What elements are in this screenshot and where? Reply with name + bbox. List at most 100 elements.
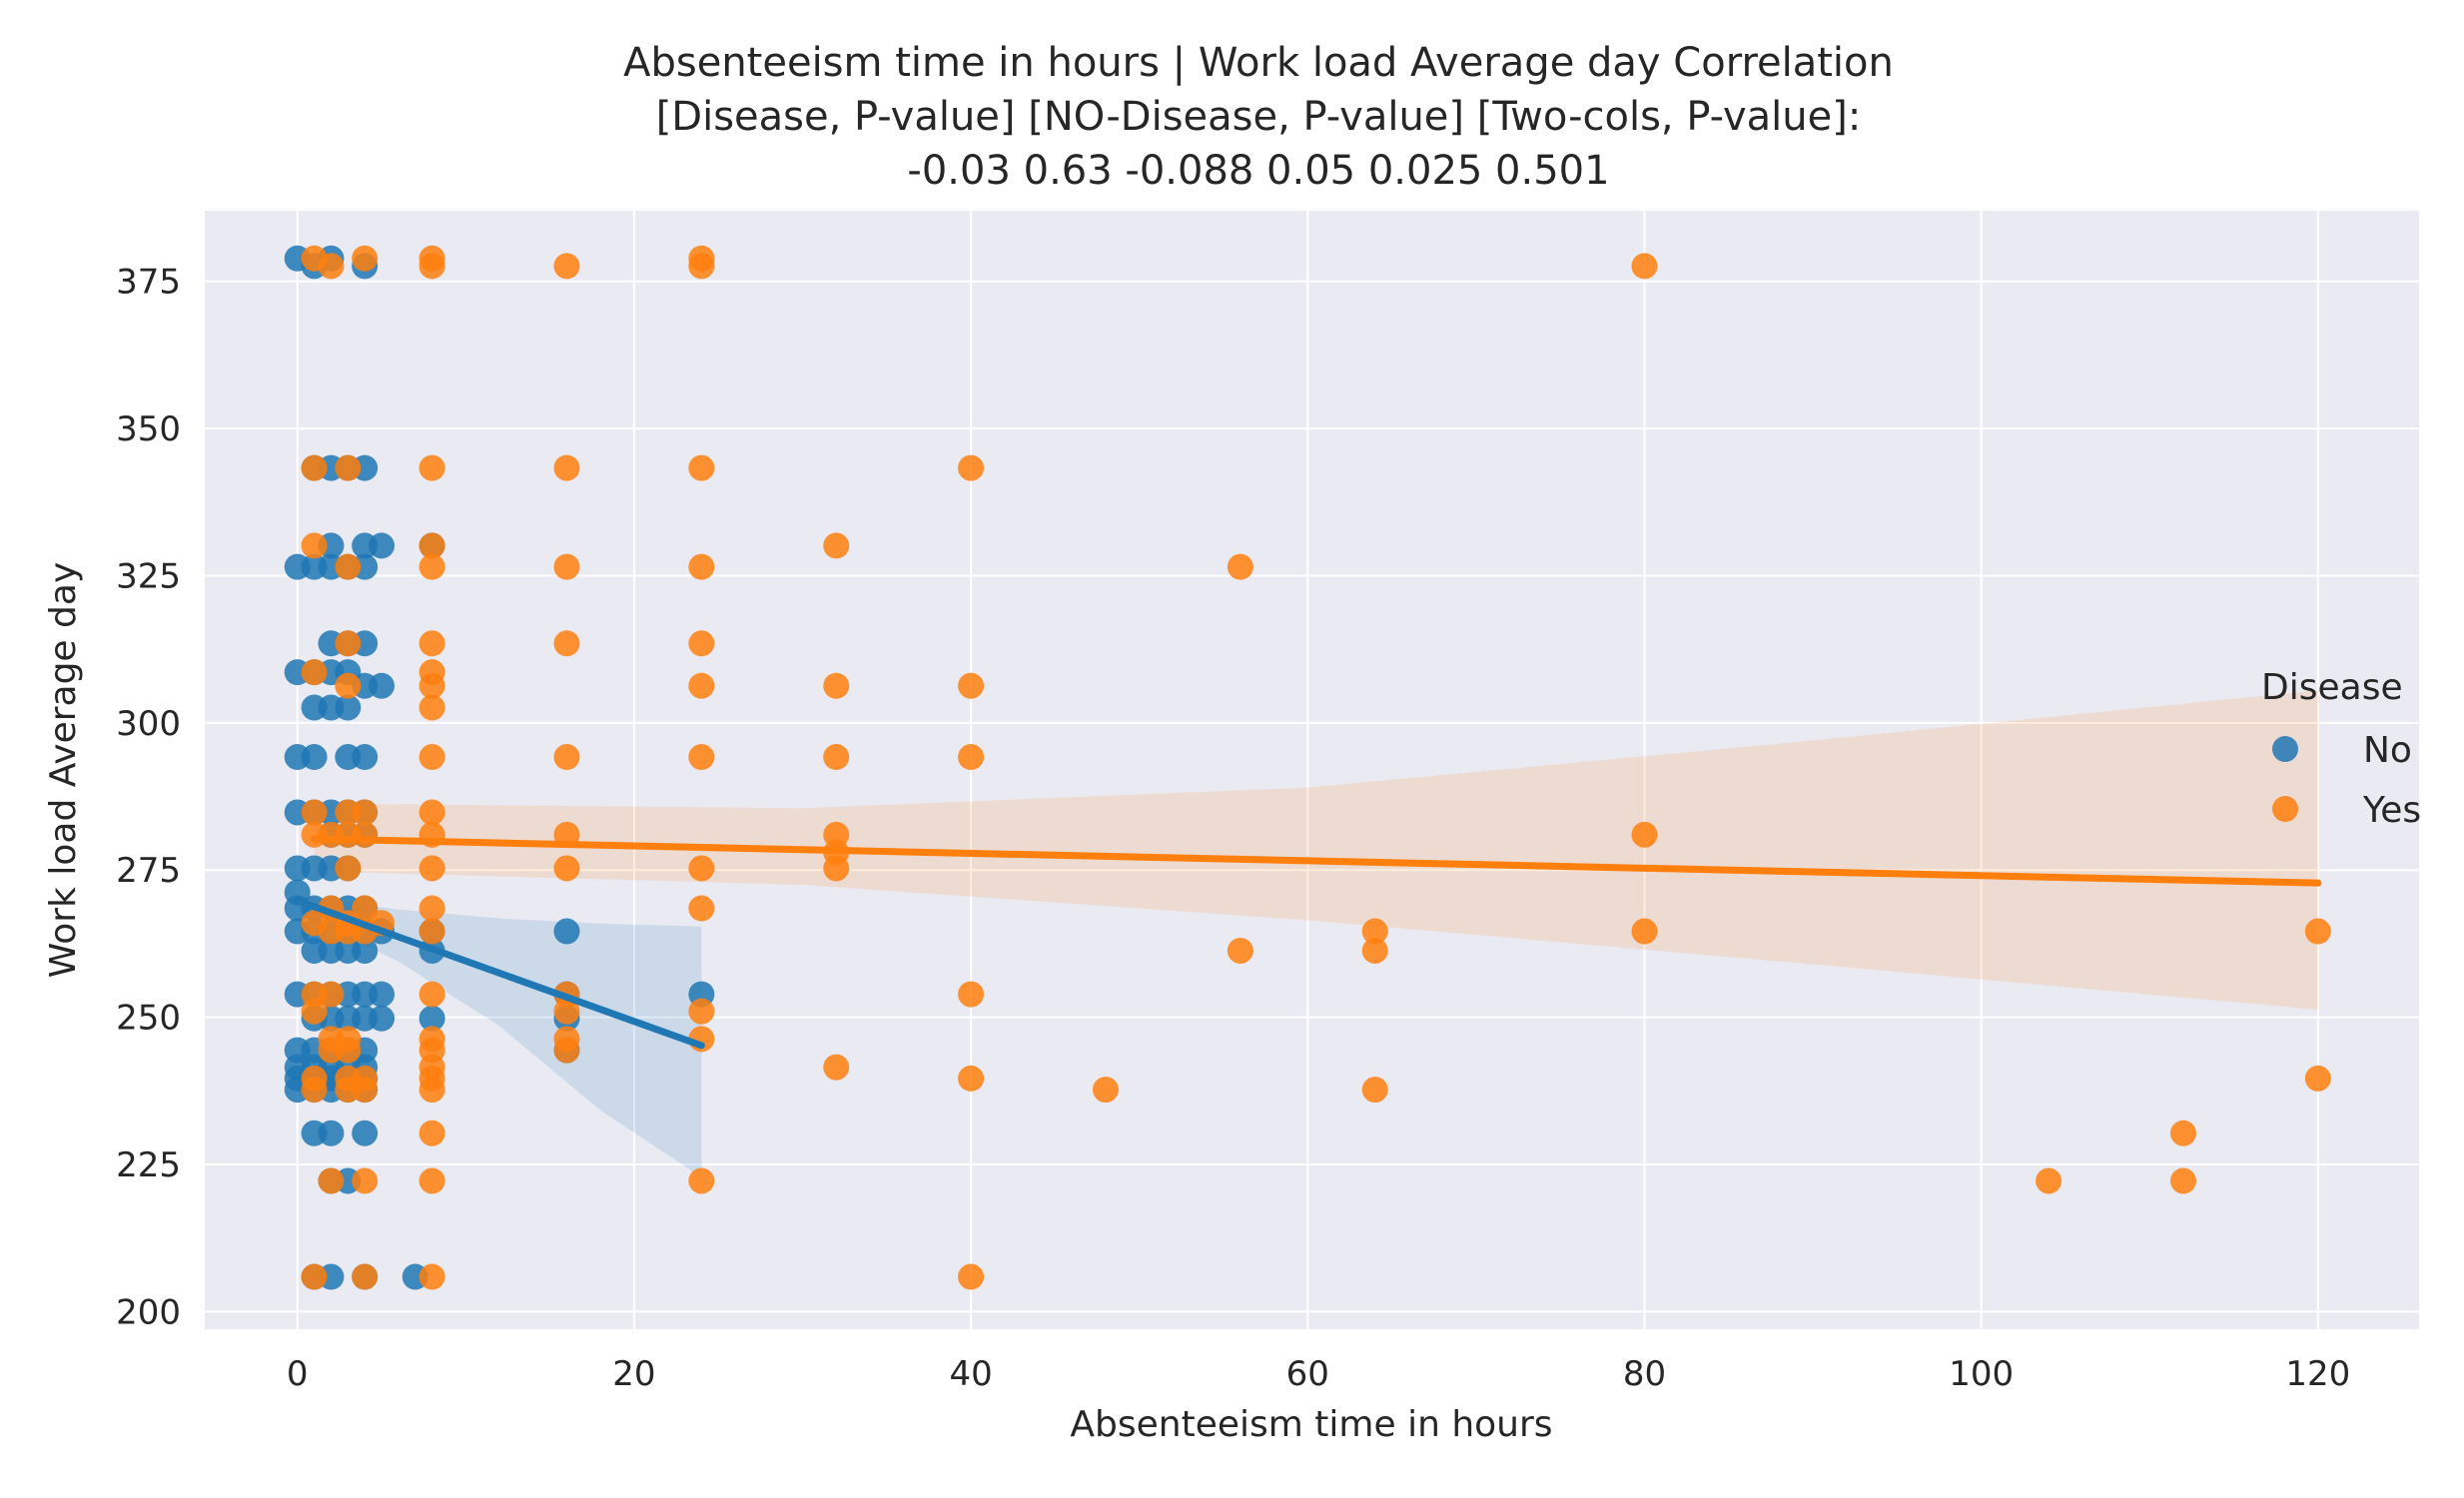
plot-area bbox=[205, 211, 2419, 1329]
data-point bbox=[318, 1120, 345, 1146]
data-point bbox=[553, 744, 580, 771]
y-tick-label: 225 bbox=[116, 1145, 181, 1185]
data-point bbox=[823, 672, 850, 699]
x-tick-label: 100 bbox=[1949, 1354, 2014, 1394]
data-point bbox=[369, 1005, 396, 1032]
data-point bbox=[418, 855, 445, 882]
data-point bbox=[301, 659, 328, 686]
data-point bbox=[1631, 253, 1658, 280]
title-line-2: [Disease, P-value] [NO-Disease, P-value]… bbox=[656, 94, 1862, 140]
data-point bbox=[352, 1120, 379, 1146]
data-point bbox=[335, 630, 362, 657]
data-point bbox=[958, 454, 985, 481]
data-point bbox=[418, 694, 445, 721]
x-tick-label: 60 bbox=[1286, 1354, 1329, 1394]
data-point bbox=[301, 1263, 328, 1290]
data-point bbox=[352, 1263, 379, 1290]
data-point bbox=[553, 918, 580, 945]
data-point bbox=[418, 744, 445, 771]
legend-label-yes: Yes bbox=[2362, 790, 2421, 831]
data-point bbox=[301, 1077, 328, 1104]
data-point bbox=[688, 454, 715, 481]
data-point bbox=[418, 1167, 445, 1194]
data-point bbox=[301, 744, 328, 771]
data-point bbox=[352, 821, 379, 848]
data-point bbox=[318, 1167, 345, 1194]
data-point bbox=[2304, 918, 2331, 945]
data-point bbox=[1361, 918, 1388, 945]
data-point bbox=[418, 532, 445, 559]
data-point bbox=[688, 672, 715, 699]
data-point bbox=[688, 895, 715, 922]
data-point bbox=[2036, 1167, 2062, 1194]
data-point bbox=[553, 253, 580, 280]
data-point bbox=[553, 454, 580, 481]
chart-title: Absenteeism time in hours | Work load Av… bbox=[623, 40, 1894, 194]
grid bbox=[205, 211, 2419, 1329]
data-point bbox=[688, 855, 715, 882]
legend-marker-yes bbox=[2272, 796, 2298, 822]
data-point bbox=[301, 454, 328, 481]
data-point bbox=[2169, 1167, 2196, 1194]
data-point bbox=[352, 1077, 379, 1104]
data-point bbox=[369, 981, 396, 1008]
y-tick-label: 200 bbox=[116, 1292, 181, 1332]
data-point bbox=[823, 1054, 850, 1081]
regression-line-yes bbox=[311, 835, 2322, 887]
data-point bbox=[553, 998, 580, 1025]
data-point bbox=[352, 937, 379, 964]
data-point bbox=[418, 1005, 445, 1032]
x-tick-label: 0 bbox=[287, 1354, 309, 1394]
data-point bbox=[418, 918, 445, 945]
data-point bbox=[418, 1077, 445, 1104]
data-point bbox=[688, 253, 715, 280]
ci-band-yes bbox=[314, 690, 2318, 1010]
data-point bbox=[335, 855, 362, 882]
regression-line-no bbox=[294, 897, 705, 1050]
y-tick-label: 375 bbox=[116, 263, 181, 303]
data-point bbox=[823, 855, 850, 882]
data-point bbox=[418, 1263, 445, 1290]
data-point bbox=[418, 672, 445, 699]
data-point bbox=[352, 1167, 379, 1194]
y-tick-label: 300 bbox=[116, 704, 181, 744]
data-point bbox=[958, 981, 985, 1008]
data-point bbox=[1631, 821, 1658, 848]
data-point bbox=[688, 744, 715, 771]
y-tick-label: 325 bbox=[116, 556, 181, 596]
data-point bbox=[823, 744, 850, 771]
data-point bbox=[352, 245, 379, 272]
legend-title: Disease bbox=[2261, 667, 2403, 708]
data-point bbox=[688, 630, 715, 657]
data-point bbox=[335, 1037, 362, 1064]
title-line-1: Absenteeism time in hours | Work load Av… bbox=[623, 40, 1894, 86]
legend: Disease No Yes bbox=[2261, 667, 2421, 831]
x-tick-label: 40 bbox=[949, 1354, 992, 1394]
data-point bbox=[418, 1120, 445, 1146]
data-point bbox=[1092, 1077, 1119, 1104]
confidence-bands bbox=[297, 690, 2318, 1177]
x-axis-label: Absenteeism time in hours bbox=[1070, 1404, 1552, 1445]
x-tick-label: 120 bbox=[2285, 1354, 2350, 1394]
data-point bbox=[553, 1037, 580, 1064]
data-point bbox=[1631, 918, 1658, 945]
y-tick-label: 250 bbox=[116, 999, 181, 1039]
data-point bbox=[418, 253, 445, 280]
data-point bbox=[958, 672, 985, 699]
ci-band-no bbox=[297, 896, 702, 1177]
data-point bbox=[318, 253, 345, 280]
data-point bbox=[553, 553, 580, 580]
data-points bbox=[284, 245, 2331, 1290]
data-point bbox=[553, 630, 580, 657]
data-point bbox=[335, 553, 362, 580]
x-tick-label: 80 bbox=[1623, 1354, 1666, 1394]
data-point bbox=[418, 454, 445, 481]
y-tick-label: 275 bbox=[116, 851, 181, 891]
data-point bbox=[1227, 937, 1253, 964]
data-point bbox=[1227, 553, 1253, 580]
data-point bbox=[958, 744, 985, 771]
data-point bbox=[1361, 937, 1388, 964]
data-point bbox=[418, 799, 445, 826]
data-point bbox=[335, 694, 362, 721]
